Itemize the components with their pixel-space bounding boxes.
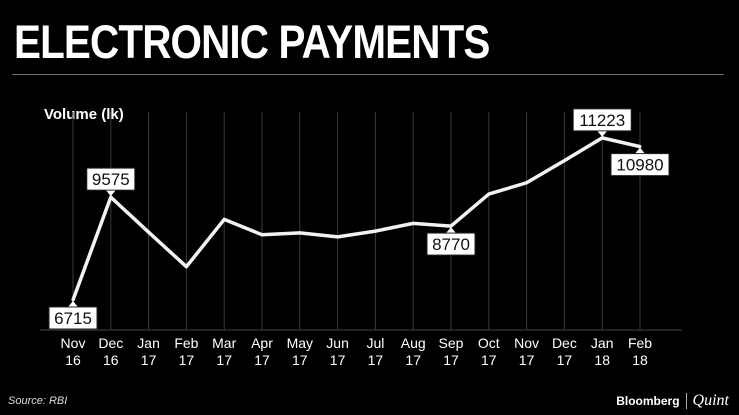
data-label: 10980 <box>616 156 663 175</box>
x-tick-label: Feb <box>628 335 652 351</box>
x-tick-label: Oct <box>478 335 500 351</box>
x-tick-label: 18 <box>632 352 648 368</box>
data-point <box>336 235 340 239</box>
data-label-box <box>610 153 670 177</box>
x-tick-label: 18 <box>594 352 610 368</box>
data-label-box <box>572 108 632 132</box>
x-tick-label: 17 <box>368 352 384 368</box>
x-tick-label: 17 <box>292 352 308 368</box>
x-tick-label: 17 <box>443 352 459 368</box>
x-tick-label: Jul <box>366 335 384 351</box>
x-tick-label: Dec <box>98 335 123 351</box>
data-label-pointer <box>597 130 608 137</box>
x-tick-label: May <box>287 335 313 351</box>
data-point <box>373 229 377 233</box>
title-divider <box>12 74 724 75</box>
data-point <box>638 145 642 149</box>
x-tick-label: 17 <box>481 352 497 368</box>
data-point <box>562 159 566 163</box>
data-point <box>260 233 264 237</box>
x-tick-label: Dec <box>552 335 577 351</box>
data-point <box>411 221 415 225</box>
data-point <box>71 298 75 302</box>
series-line <box>71 136 641 301</box>
x-tick-label: 17 <box>405 352 421 368</box>
brand-separator <box>685 393 687 409</box>
data-point <box>222 217 226 221</box>
x-tick-label: Mar <box>212 335 236 351</box>
x-tick-label: Apr <box>251 335 273 351</box>
data-label-pointer <box>446 227 456 234</box>
x-tick-label: 17 <box>179 352 195 368</box>
data-label-box <box>426 232 476 256</box>
x-tick-label: 17 <box>557 352 573 368</box>
data-label-pointer <box>68 300 78 307</box>
x-tick-label: 17 <box>519 352 535 368</box>
x-tick-label: Nov <box>514 335 539 351</box>
data-label-pointer <box>105 190 116 197</box>
data-point <box>487 192 491 196</box>
data-label: 11223 <box>579 111 625 130</box>
x-tick-label: Feb <box>174 335 198 351</box>
x-tick-label: 17 <box>254 352 270 368</box>
x-tick-label: 16 <box>65 352 81 368</box>
x-tick-label: 17 <box>330 352 346 368</box>
brand-bloomberg: Bloomberg <box>616 394 680 408</box>
source-note: Source: RBI <box>8 395 68 407</box>
brand-logo: Bloomberg Quint <box>616 392 729 410</box>
data-point <box>600 136 604 140</box>
data-point <box>449 224 453 228</box>
data-label-box <box>48 306 98 330</box>
data-label-pointer <box>635 147 645 154</box>
chart-title: ELECTRONIC PAYMENTS <box>14 15 490 68</box>
x-tick-label: Nov <box>61 335 86 351</box>
x-tick-label: Jan <box>137 335 160 351</box>
x-tick-label: 17 <box>216 352 232 368</box>
data-label: 9575 <box>92 170 130 189</box>
brand-quint: Quint <box>692 392 729 409</box>
y-axis-label: Volume (lk) <box>44 106 124 123</box>
data-point <box>109 195 113 199</box>
x-tick-label: 17 <box>141 352 157 368</box>
x-tick-label: Jun <box>326 335 349 351</box>
x-tick-label: Jan <box>591 335 614 351</box>
x-tick-label: Aug <box>401 335 426 351</box>
data-point <box>147 230 151 234</box>
data-point <box>298 231 302 235</box>
data-label: 6715 <box>54 309 92 328</box>
data-point <box>184 265 188 269</box>
data-label-box <box>86 167 136 191</box>
data-point <box>525 181 529 185</box>
data-label: 8770 <box>432 235 470 254</box>
x-tick-label: 16 <box>103 352 119 368</box>
x-tick-label: Sep <box>439 335 464 351</box>
